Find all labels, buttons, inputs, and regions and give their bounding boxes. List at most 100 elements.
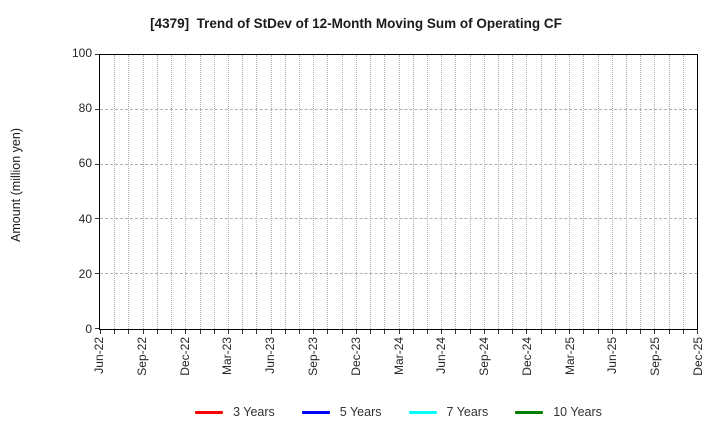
x-tick-mark bbox=[483, 330, 485, 334]
x-gridline bbox=[284, 55, 286, 329]
x-gridline bbox=[682, 55, 684, 329]
x-tick-label: Mar-23 bbox=[220, 337, 235, 376]
x-gridline bbox=[270, 55, 272, 329]
x-tick-mark bbox=[441, 330, 443, 334]
x-tick-mark bbox=[583, 330, 585, 334]
x-tick-mark bbox=[682, 330, 684, 334]
legend-item-10-years: 10 Years bbox=[515, 405, 602, 419]
plot-area bbox=[95, 54, 698, 334]
x-tick-mark bbox=[554, 330, 556, 334]
x-gridline bbox=[327, 55, 329, 329]
x-tick-label: Sep-23 bbox=[305, 337, 320, 376]
x-gridline bbox=[299, 55, 300, 329]
x-tick-mark bbox=[597, 330, 599, 334]
x-tick-mark bbox=[569, 330, 571, 334]
x-tick-mark bbox=[114, 330, 116, 334]
x-gridline bbox=[469, 55, 471, 329]
y-tick-label: 40 bbox=[78, 211, 92, 226]
legend-line-swatch bbox=[301, 410, 330, 414]
x-tick-label: Jun-24 bbox=[434, 337, 449, 374]
x-tick-label: Jun-23 bbox=[263, 337, 278, 374]
legend-item-5-years: 5 Years bbox=[301, 405, 382, 419]
x-tick-mark bbox=[611, 330, 613, 334]
y-tick-mark bbox=[95, 328, 99, 329]
x-gridline bbox=[156, 55, 158, 329]
x-tick-mark bbox=[469, 330, 471, 334]
x-tick-label: Sep-24 bbox=[477, 337, 492, 376]
x-tick-mark bbox=[455, 330, 457, 334]
x-tick-mark bbox=[526, 330, 528, 334]
x-tick-mark bbox=[156, 330, 158, 334]
x-tick-mark bbox=[512, 330, 514, 334]
x-gridline bbox=[171, 55, 173, 329]
x-tick-mark bbox=[384, 330, 386, 334]
legend-label: 7 Years bbox=[446, 405, 489, 419]
legend-label: 10 Years bbox=[553, 405, 602, 419]
x-gridline bbox=[412, 55, 414, 329]
x-tick-label: Dec-25 bbox=[691, 337, 705, 376]
x-gridline bbox=[128, 55, 130, 329]
x-gridline bbox=[640, 55, 642, 329]
x-tick-mark bbox=[185, 330, 187, 334]
x-tick-mark bbox=[355, 330, 357, 334]
y-tick-label: 80 bbox=[78, 101, 92, 116]
y-tick-mark bbox=[95, 54, 99, 55]
x-gridline bbox=[668, 55, 670, 329]
x-tick-mark bbox=[341, 330, 343, 334]
x-gridline bbox=[583, 55, 585, 329]
x-tick-mark bbox=[270, 330, 272, 334]
x-tick-label: Sep-25 bbox=[648, 337, 663, 376]
x-tick-mark bbox=[213, 330, 215, 334]
y-axis-label: Amount (million yen) bbox=[9, 128, 23, 242]
legend-item-7-years: 7 Years bbox=[408, 405, 489, 419]
y-tick-label: 60 bbox=[78, 156, 92, 171]
legend-label: 3 Years bbox=[233, 405, 275, 419]
x-tick-mark bbox=[426, 330, 428, 334]
x-tick-mark bbox=[540, 330, 542, 334]
x-tick-label: Mar-25 bbox=[562, 337, 577, 376]
y-tick-mark bbox=[95, 108, 99, 110]
x-tick-mark bbox=[668, 330, 670, 334]
x-gridline bbox=[199, 55, 201, 329]
x-tick-label: Dec-22 bbox=[177, 337, 192, 376]
x-gridline bbox=[625, 55, 627, 329]
x-tick-mark bbox=[142, 330, 144, 334]
x-gridline bbox=[142, 55, 144, 329]
legend: 3 Years 5 Years 7 Years 10 Years bbox=[99, 405, 698, 419]
x-tick-mark bbox=[625, 330, 627, 334]
x-tick-mark bbox=[284, 330, 286, 334]
x-gridline bbox=[341, 55, 343, 329]
x-tick-mark bbox=[171, 330, 173, 334]
x-gridline bbox=[384, 55, 386, 329]
legend-line-swatch bbox=[195, 410, 224, 414]
y-tick-label: 0 bbox=[85, 322, 92, 336]
x-tick-mark bbox=[498, 330, 499, 334]
x-gridline bbox=[597, 55, 599, 329]
x-tick-mark bbox=[697, 330, 698, 334]
x-gridline bbox=[441, 55, 443, 329]
y-tick-mark bbox=[95, 273, 99, 275]
x-gridline bbox=[569, 55, 571, 329]
y-tick-mark bbox=[95, 163, 99, 165]
x-gridline bbox=[540, 55, 542, 329]
x-tick-label: Jun-25 bbox=[605, 337, 620, 374]
x-gridline bbox=[526, 55, 528, 329]
x-tick-mark bbox=[299, 330, 300, 334]
x-gridline bbox=[483, 55, 485, 329]
x-gridline bbox=[355, 55, 357, 329]
x-tick-label: Sep-22 bbox=[134, 337, 149, 376]
legend-item-3-years: 3 Years bbox=[195, 405, 275, 419]
x-gridline bbox=[185, 55, 187, 329]
x-gridline bbox=[313, 55, 315, 329]
x-tick-mark bbox=[128, 330, 130, 334]
x-gridline bbox=[455, 55, 457, 329]
x-gridline bbox=[554, 55, 556, 329]
x-tick-label: Mar-24 bbox=[391, 337, 406, 376]
x-tick-mark bbox=[370, 330, 372, 334]
y-tick-mark bbox=[95, 218, 99, 220]
x-gridline bbox=[498, 55, 499, 329]
x-gridline bbox=[242, 55, 244, 329]
x-tick-mark bbox=[412, 330, 414, 334]
x-gridline bbox=[654, 55, 656, 329]
